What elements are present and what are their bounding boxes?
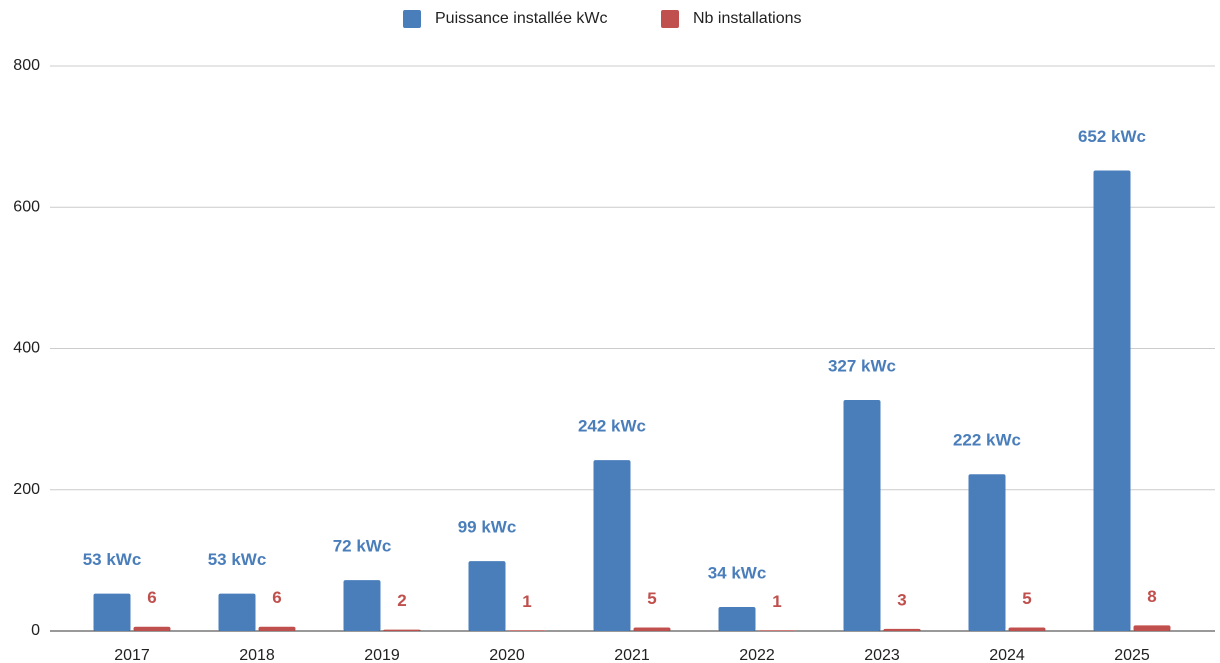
bar: [383, 629, 421, 631]
bar: [93, 593, 131, 631]
value-label: 652 kWc: [1078, 127, 1146, 146]
legend-label: Nb installations: [693, 10, 802, 27]
bar: [1008, 627, 1046, 631]
value-label: 99 kWc: [458, 518, 517, 537]
value-label: 53 kWc: [83, 550, 142, 569]
value-label: 5: [1022, 589, 1031, 608]
bar: [718, 606, 756, 631]
bar: [133, 626, 171, 631]
value-label: 1: [772, 592, 781, 611]
value-label: 3: [897, 590, 906, 609]
value-label: 72 kWc: [333, 537, 392, 556]
bar: [968, 474, 1006, 631]
bar: [593, 460, 631, 631]
x-tick-label: 2017: [114, 647, 150, 663]
y-tick-label: 400: [13, 340, 40, 357]
x-tick-label: 2023: [864, 647, 900, 663]
value-label: 222 kWc: [953, 431, 1021, 450]
x-tick-label: 2021: [614, 647, 650, 663]
legend-label: Puissance installée kWc: [435, 10, 608, 27]
bar: [468, 561, 506, 631]
bar: [218, 593, 256, 631]
value-label: 2: [397, 591, 406, 610]
bar: [258, 626, 296, 631]
bar: [508, 630, 546, 631]
legend-swatch: [403, 10, 421, 28]
bar: [343, 580, 381, 631]
y-tick-label: 800: [13, 57, 40, 74]
value-label: 1: [522, 592, 531, 611]
bar: [1133, 625, 1171, 631]
x-tick-label: 2019: [364, 647, 400, 663]
x-tick-label: 2024: [989, 647, 1025, 663]
y-tick-label: 200: [13, 481, 40, 498]
bar: [843, 400, 881, 631]
value-label: 8: [1147, 587, 1156, 606]
value-label: 6: [147, 588, 156, 607]
x-tick-label: 2018: [239, 647, 275, 663]
y-tick-label: 600: [13, 198, 40, 215]
x-tick-label: 2022: [739, 647, 775, 663]
value-label: 242 kWc: [578, 417, 646, 436]
bar: [1093, 170, 1131, 631]
x-tick-label: 2020: [489, 647, 525, 663]
bar: [883, 628, 921, 631]
legend-swatch: [661, 10, 679, 28]
bar: [758, 630, 796, 631]
value-label: 6: [272, 588, 281, 607]
value-label: 34 kWc: [708, 563, 767, 582]
y-tick-label: 0: [31, 622, 40, 639]
bar: [633, 627, 671, 631]
value-label: 5: [647, 589, 656, 608]
x-tick-label: 2025: [1114, 647, 1150, 663]
value-label: 327 kWc: [828, 357, 896, 376]
value-label: 53 kWc: [208, 550, 267, 569]
